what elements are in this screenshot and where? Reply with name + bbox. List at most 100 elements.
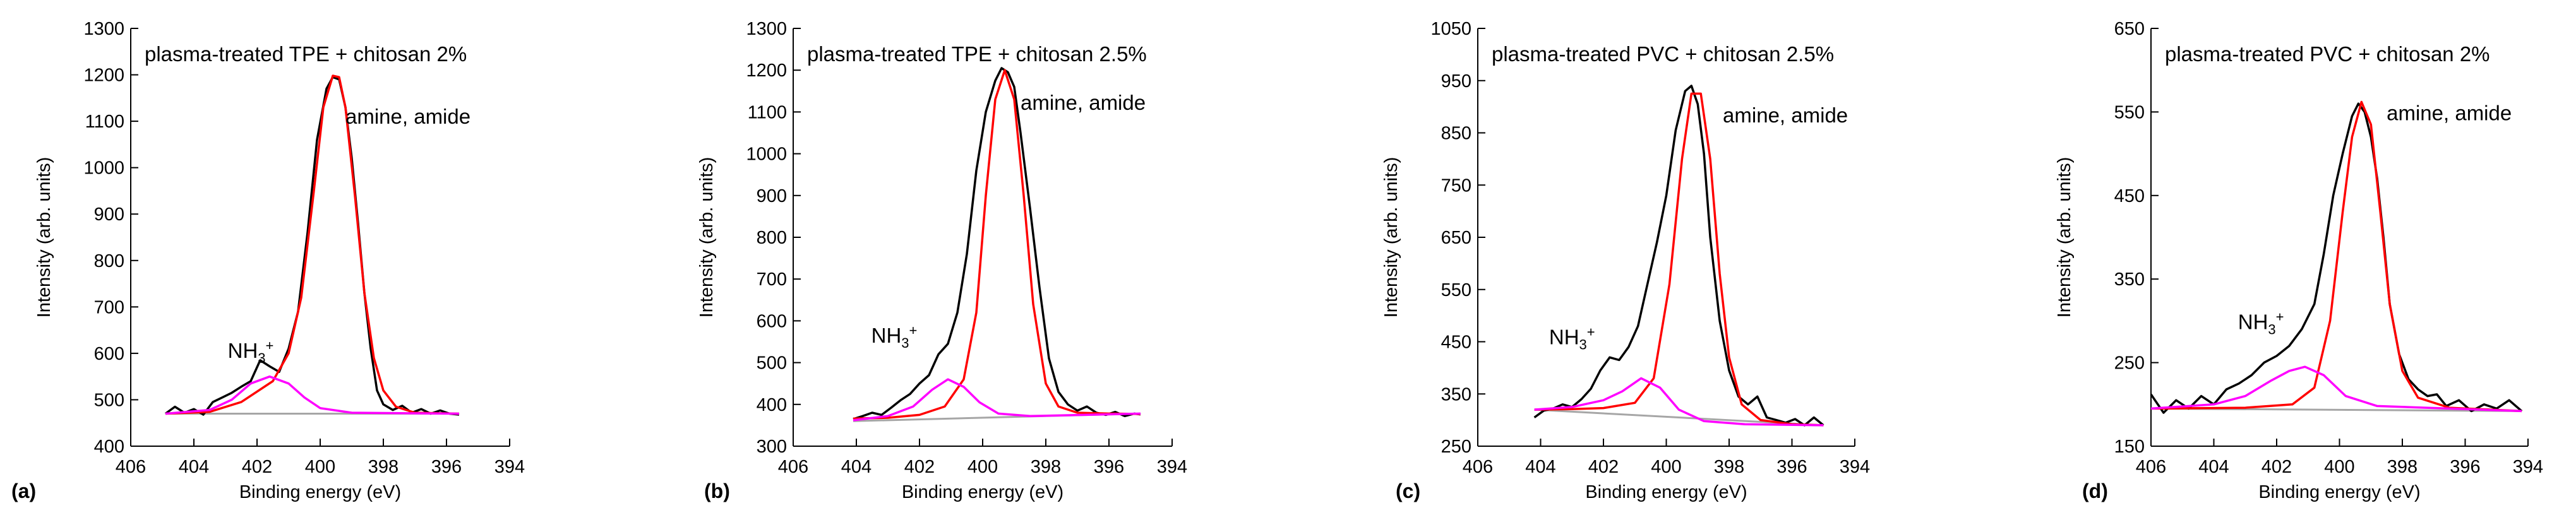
amine-amide-annotation: amine, amide [345, 105, 470, 128]
y-tick-label: 1200 [83, 66, 124, 86]
x-tick-label: 406 [778, 457, 808, 477]
y-tick-label: 450 [1441, 333, 1471, 353]
x-tick-label: 404 [179, 457, 209, 477]
panel-label: (a) [11, 480, 36, 502]
y-tick-label: 600 [94, 344, 124, 364]
x-tick-label: 398 [1714, 457, 1744, 477]
panel-label: (b) [704, 480, 730, 502]
nh3-fit-line [853, 378, 1141, 422]
y-tick-label: 550 [1441, 280, 1471, 300]
x-tick-label: 396 [431, 457, 462, 477]
nh3-fit-line [2150, 365, 2522, 413]
x-tick-label: 402 [242, 457, 272, 477]
x-tick-label: 402 [904, 457, 935, 477]
chart-panel-d: 150 250 350 450 550 650 406 404 402 400 398 396 394 B… [2054, 19, 2543, 502]
x-tick-label: 400 [305, 457, 335, 477]
x-tick-label: 394 [1157, 457, 1187, 477]
y-axis-label: Intensity (arb. units) [34, 157, 54, 318]
x-tick-label: 396 [1094, 457, 1124, 477]
y-tick-label: 750 [1441, 175, 1471, 196]
y-axis-label: Intensity (arb. units) [2054, 157, 2075, 318]
panel-label: (d) [2082, 480, 2108, 502]
nh3-annotation-subscript: 3 [1579, 337, 1587, 353]
chart-title: plasma-treated TPE + chitosan 2% [145, 42, 467, 66]
chart-panel-b: 300 400 500 600 700 800 900 1000 1100 1200 1300 406… [697, 19, 1187, 502]
y-tick-label: 550 [2114, 102, 2145, 122]
x-axis-label: Binding energy (eV) [2258, 482, 2420, 502]
nh3-annotation-superscript: + [909, 322, 918, 338]
y-tick-label: 900 [94, 204, 124, 225]
y-tick-label: 1100 [748, 102, 787, 122]
y-tick-label: 850 [1441, 124, 1471, 144]
y-tick-label: 1200 [746, 61, 787, 81]
y-tick-label: 250 [2114, 353, 2145, 374]
y-tick-label: 450 [2114, 186, 2145, 206]
y-tick-label: 800 [757, 228, 787, 248]
y-tick-label: 400 [94, 437, 124, 457]
nh3-annotation-base: NH [1549, 326, 1579, 349]
x-tick-label: 398 [1031, 457, 1061, 477]
x-tick-label: 406 [116, 457, 146, 477]
y-tick-label: 900 [757, 186, 787, 206]
nh3-annotation-base: NH [2238, 310, 2268, 334]
nh3-annotation: NH3+ [228, 338, 274, 366]
y-axis-label: Intensity (arb. units) [1381, 157, 1401, 318]
y-tick-label: 400 [757, 395, 787, 415]
y-tick-label: 1300 [746, 19, 787, 39]
y-tick-label: 800 [94, 251, 124, 271]
measured-spectrum-line [1533, 85, 1824, 427]
nh3-annotation-base: NH [872, 324, 902, 347]
nh3-annotation-superscript: + [266, 338, 274, 353]
x-tick-label: 400 [2324, 457, 2354, 477]
nh3-annotation-subscript: 3 [2268, 322, 2275, 338]
x-axis-label: Binding energy (eV) [902, 482, 1063, 502]
nh3-fit-line [1534, 377, 1824, 427]
nh3-annotation: NH3+ [872, 322, 918, 351]
chart-panel-c: 250 350 450 550 650 750 850 950 1050 406 404 402 400… [1381, 19, 1870, 502]
x-tick-label: 394 [1840, 457, 1870, 477]
y-tick-label: 1100 [85, 112, 124, 132]
x-tick-label: 404 [2198, 457, 2229, 477]
y-tick-label: 650 [1441, 228, 1471, 248]
nh3-annotation-superscript: + [2276, 309, 2284, 325]
amine-amide-fit-line [853, 69, 1141, 420]
amine-amide-fit-line [2150, 100, 2522, 413]
y-tick-label: 500 [757, 353, 787, 374]
nh3-annotation-superscript: + [1587, 324, 1595, 340]
x-tick-label: 406 [2136, 457, 2166, 477]
x-tick-label: 394 [494, 457, 525, 477]
y-axis-label: Intensity (arb. units) [697, 157, 717, 318]
measured-spectrum-line [164, 76, 460, 416]
y-tick-label: 600 [757, 311, 787, 331]
x-tick-label: 396 [1776, 457, 1807, 477]
nh3-fit-line [165, 375, 460, 415]
amine-amide-annotation: amine, amide [1021, 91, 1146, 114]
x-tick-label: 406 [1463, 457, 1493, 477]
x-tick-label: 398 [368, 457, 398, 477]
y-tick-label: 1000 [83, 158, 124, 179]
y-tick-label: 1300 [83, 19, 124, 39]
y-tick-label: 250 [1441, 437, 1471, 457]
nh3-annotation-subscript: 3 [901, 335, 909, 351]
nh3-annotation: NH3+ [1549, 324, 1595, 353]
amine-amide-fit-line [1534, 92, 1824, 427]
amine-amide-fit-line [165, 74, 460, 415]
nh3-annotation-subscript: 3 [258, 350, 265, 366]
x-tick-label: 402 [2261, 457, 2292, 477]
x-tick-label: 396 [2450, 457, 2480, 477]
y-tick-label: 700 [757, 269, 787, 290]
x-tick-label: 400 [967, 457, 998, 477]
x-tick-label: 398 [2387, 457, 2417, 477]
y-tick-label: 300 [757, 437, 787, 457]
y-tick-label: 500 [94, 390, 124, 410]
chart-title: plasma-treated PVC + chitosan 2% [2165, 42, 2490, 66]
amine-amide-annotation: amine, amide [2387, 102, 2512, 125]
y-tick-label: 950 [1441, 71, 1471, 92]
nh3-annotation-base: NH [228, 339, 258, 362]
x-tick-label: 402 [1588, 457, 1619, 477]
y-tick-label: 700 [94, 297, 124, 317]
chart-panel-a: 400 500 600 700 800 900 1000 1100 1200 1300 406 404… [11, 19, 525, 502]
x-axis-label: Binding energy (eV) [1585, 482, 1747, 502]
x-tick-label: 404 [1525, 457, 1555, 477]
